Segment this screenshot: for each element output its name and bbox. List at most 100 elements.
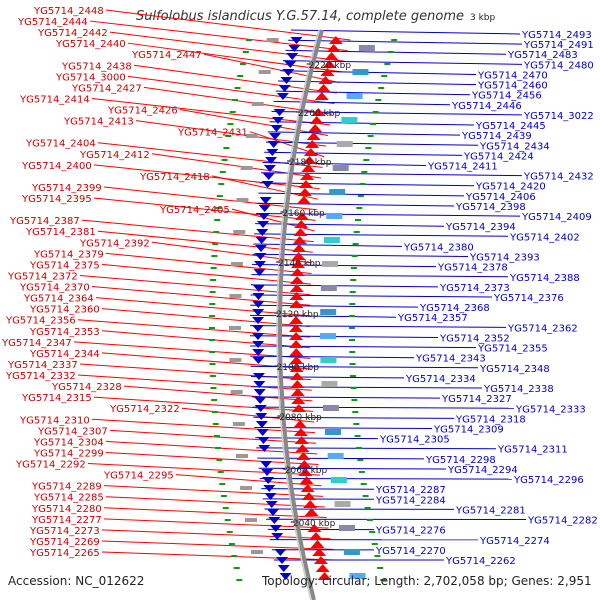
forward-gene-arrow [293, 228, 308, 236]
forward-gene-arrow [306, 132, 321, 140]
left-connector [105, 252, 312, 274]
left-gene-label: YG5714_2353 [29, 327, 100, 338]
right-connector [257, 202, 455, 207]
left-connector [133, 64, 337, 94]
reverse-gene-arrow [277, 565, 290, 572]
reverse-gene-arrow [254, 405, 267, 412]
forward-gene-arrow [312, 548, 327, 556]
feature-block [321, 381, 338, 387]
forward-gene-arrow [293, 420, 308, 428]
right-connector [250, 314, 397, 318]
right-gene-label: YG5714_2434 [479, 141, 550, 152]
forward-gene-arrow [291, 252, 306, 260]
left-connector [103, 507, 327, 519]
left-gene-label: YG5714_2347 [1, 338, 72, 349]
reverse-gene-arrow [256, 429, 269, 436]
left-connector [91, 418, 316, 434]
left-connector [91, 286, 311, 306]
right-gene-label: YG5714_2493 [521, 30, 592, 41]
reverse-gene-arrow [255, 421, 268, 428]
forward-gene-arrow [290, 268, 305, 276]
reverse-gene-arrow [279, 573, 292, 580]
feature-block [323, 237, 340, 243]
right-gene-label: YG5714_2470 [477, 70, 548, 81]
left-gene-label: YG5714_2392 [79, 238, 150, 249]
reverse-gene-arrow [266, 509, 279, 516]
reverse-gene-arrow [257, 213, 270, 220]
feature-block [346, 93, 363, 99]
left-connector [109, 429, 317, 444]
left-connector [179, 109, 329, 137]
right-gene-label: YG5714_2402 [509, 232, 580, 243]
forward-gene-arrow [295, 212, 310, 220]
left-connector [101, 263, 312, 285]
feature-block [245, 518, 258, 522]
left-gene-label: YG5714_2413 [63, 117, 134, 128]
reverse-gene-arrow [252, 373, 265, 380]
reverse-gene-arrow [252, 293, 265, 300]
right-gene-label: YG5714_2287 [375, 485, 446, 496]
forward-gene-arrow [295, 444, 310, 452]
right-gene-label: YG5714_2309 [433, 425, 504, 436]
reverse-gene-arrow [263, 165, 276, 172]
reverse-gene-arrow [273, 109, 286, 116]
left-connector [105, 451, 319, 465]
reverse-gene-arrow [269, 525, 282, 532]
left-gene-label: YG5714_2414 [19, 94, 90, 105]
left-connector [181, 407, 315, 423]
forward-gene-arrow [301, 492, 316, 500]
right-gene-label: YG5714_2362 [507, 323, 578, 334]
kbp-tick-label: 2160 kbp [282, 209, 325, 219]
left-gene-label: YG5714_2337 [7, 360, 78, 371]
reverse-gene-arrow [262, 173, 275, 180]
left-gene-label: YG5714_2315 [21, 393, 92, 404]
left-gene-label: YG5714_2310 [19, 415, 90, 426]
right-gene-label: YG5714_2409 [521, 212, 592, 223]
right-connector [258, 192, 465, 197]
left-gene-label: YG5714_2265 [29, 548, 100, 559]
feature-block [326, 213, 343, 219]
reverse-gene-arrow [265, 501, 278, 508]
right-gene-label: YG5714_2348 [479, 364, 550, 375]
left-connector [93, 197, 316, 221]
feature-block [250, 550, 263, 554]
forward-gene-arrow [296, 452, 311, 460]
feature-block [320, 285, 337, 291]
left-gene-label: YG5714_2372 [7, 271, 78, 282]
feature-block [325, 429, 342, 435]
right-connector [264, 151, 463, 156]
forward-gene-arrow [311, 108, 326, 116]
reverse-gene-arrow [257, 437, 270, 444]
left-gene-label: YG5714_2400 [21, 161, 92, 172]
feature-block [320, 309, 337, 315]
feature-block [258, 70, 271, 74]
forward-gene-arrow [294, 220, 309, 228]
right-connector [271, 111, 523, 116]
forward-gene-arrow [291, 260, 306, 268]
forward-gene-arrow [307, 524, 322, 532]
feature-block [338, 525, 355, 531]
forward-gene-arrow [300, 172, 315, 180]
left-connector [81, 219, 314, 243]
feature-block [240, 486, 253, 490]
left-gene-label: YG5714_2387 [9, 216, 80, 227]
right-connector [259, 477, 513, 480]
right-gene-label: YG5714_2270 [375, 546, 446, 557]
feature-block [251, 102, 264, 106]
forward-gene-arrow [315, 564, 330, 572]
kbp-tick-label: 2200 kbp [298, 109, 341, 119]
forward-gene-arrow [289, 300, 304, 308]
right-gene-label: YG5714_2393 [469, 253, 540, 264]
right-connector [252, 253, 469, 258]
left-gene-label: YG5714_2356 [5, 316, 76, 327]
reverse-gene-arrow [252, 301, 265, 308]
left-gene-label: YG5714_2364 [23, 294, 94, 305]
right-gene-label: YG5714_2327 [441, 394, 512, 405]
genome-summary-text: Topology: circular; Length: 2,702,058 bp… [262, 574, 592, 588]
right-gene-label: YG5714_2262 [445, 556, 516, 567]
reverse-gene-arrow [252, 349, 265, 356]
feature-block [320, 333, 337, 339]
right-gene-label: YG5714_2398 [455, 202, 526, 213]
left-gene-label: YG5714_2395 [21, 194, 92, 205]
left-gene-label: YG5714_2360 [29, 305, 100, 316]
